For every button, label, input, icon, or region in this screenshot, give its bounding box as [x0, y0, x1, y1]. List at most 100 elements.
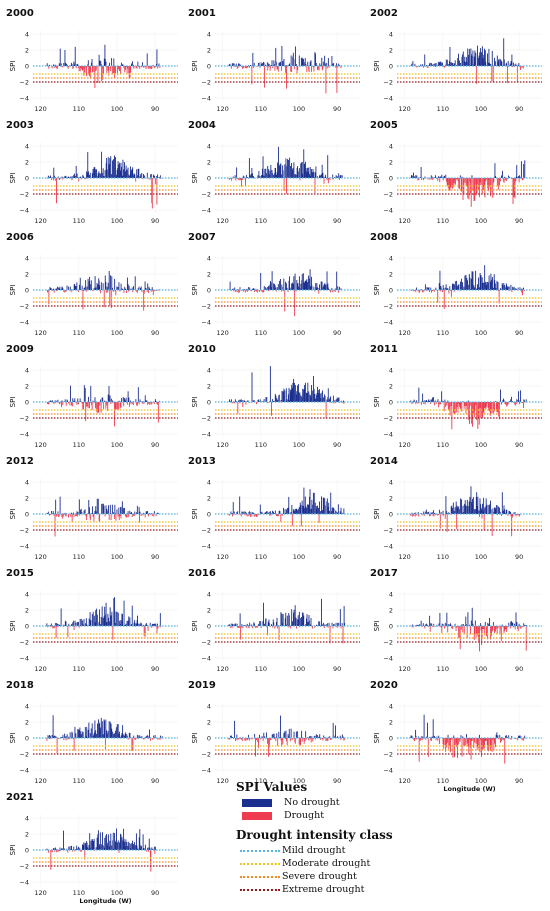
y-tick-label: −4 — [383, 543, 393, 551]
y-tick-label: −2 — [383, 751, 393, 759]
y-tick-label: 2 — [25, 495, 29, 503]
panel-title-2004: 2004 — [188, 120, 216, 131]
x-tick-label: 110 — [437, 665, 449, 673]
y-tick-label: 2 — [25, 383, 29, 391]
x-tick-label: 90 — [515, 105, 523, 113]
x-tick-label: 120 — [398, 777, 410, 785]
x-tick-label: 100 — [475, 105, 487, 113]
x-tick-label: 120 — [216, 553, 228, 561]
y-tick-label: 0 — [207, 511, 211, 519]
y-tick-label: −4 — [383, 207, 393, 215]
panel-title-2017: 2017 — [370, 568, 398, 579]
y-tick-label: 2 — [389, 495, 393, 503]
x-tick-label: 100 — [475, 217, 487, 225]
no-drought-swatch — [242, 798, 272, 807]
y-tick-label: 2 — [389, 159, 393, 167]
x-tick-label: 100 — [111, 777, 123, 785]
y-tick-label: 4 — [207, 31, 211, 39]
y-tick-label: −4 — [19, 767, 29, 775]
panel-title-2011: 2011 — [370, 344, 398, 355]
y-tick-label: 2 — [25, 719, 29, 727]
y-tick-label: −2 — [201, 639, 211, 647]
y-tick-label: 4 — [389, 479, 393, 487]
legend-mild: Mild drought — [236, 844, 406, 857]
x-tick-label: 110 — [255, 777, 267, 785]
x-tick-label: 100 — [111, 553, 123, 561]
x-tick-label: 100 — [475, 665, 487, 673]
x-tick-label: 90 — [333, 441, 341, 449]
y-tick-label: 0 — [25, 63, 29, 71]
y-tick-label: −2 — [19, 303, 29, 311]
y-tick-label: 4 — [207, 479, 211, 487]
x-tick-label: 100 — [475, 777, 487, 785]
legend-no-drought: No drought — [236, 796, 396, 809]
x-tick-label: 90 — [515, 777, 523, 785]
y-tick-label: −2 — [383, 303, 393, 311]
y-axis-label: SPI — [9, 509, 17, 520]
y-tick-label: −4 — [383, 431, 393, 439]
x-tick-label: 100 — [475, 553, 487, 561]
y-tick-label: 4 — [389, 143, 393, 151]
x-axis-label: Longitude (W) — [443, 785, 495, 793]
panel-title-2016: 2016 — [188, 568, 216, 579]
y-tick-label: 0 — [389, 175, 393, 183]
y-axis-label: SPI — [9, 621, 17, 632]
x-tick-label: 110 — [255, 329, 267, 337]
y-tick-label: 4 — [207, 255, 211, 263]
y-tick-label: −4 — [19, 543, 29, 551]
panel-title-2013: 2013 — [188, 456, 216, 467]
y-tick-label: −4 — [19, 319, 29, 327]
y-tick-label: −2 — [201, 527, 211, 535]
y-tick-label: 2 — [25, 607, 29, 615]
x-tick-label: 90 — [333, 105, 341, 113]
panel-title-2007: 2007 — [188, 232, 216, 243]
y-tick-label: 4 — [25, 367, 29, 375]
x-tick-label: 110 — [255, 105, 267, 113]
panel-title-2001: 2001 — [188, 8, 216, 19]
y-axis-label: SPI — [373, 61, 381, 72]
y-tick-label: −2 — [383, 527, 393, 535]
x-tick-label: 120 — [34, 329, 46, 337]
x-tick-label: 90 — [151, 105, 159, 113]
x-tick-label: 100 — [111, 889, 123, 897]
panel-title-2008: 2008 — [370, 232, 398, 243]
y-tick-label: −4 — [383, 95, 393, 103]
x-tick-label: 90 — [333, 329, 341, 337]
extreme-line — [240, 888, 280, 891]
x-tick-label: 120 — [216, 441, 228, 449]
panel-title-2019: 2019 — [188, 680, 216, 691]
x-tick-label: 100 — [111, 441, 123, 449]
y-axis-label: SPI — [191, 733, 199, 744]
y-tick-label: 4 — [207, 367, 211, 375]
y-tick-label: −2 — [19, 751, 29, 759]
panel-title-2010: 2010 — [188, 344, 216, 355]
x-tick-label: 100 — [293, 777, 305, 785]
x-tick-label: 110 — [73, 105, 85, 113]
y-tick-label: −4 — [201, 655, 211, 663]
x-tick-label: 110 — [73, 329, 85, 337]
y-tick-label: 0 — [25, 175, 29, 183]
y-tick-label: 0 — [207, 63, 211, 71]
drought-swatch — [242, 811, 272, 820]
x-tick-label: 90 — [515, 665, 523, 673]
x-tick-label: 110 — [437, 441, 449, 449]
y-axis-label: SPI — [373, 397, 381, 408]
legend-extreme: Extreme drought — [236, 883, 406, 896]
y-tick-label: −2 — [201, 79, 211, 87]
y-tick-label: 2 — [207, 47, 211, 55]
y-tick-label: 2 — [207, 159, 211, 167]
x-tick-label: 110 — [255, 441, 267, 449]
y-tick-label: 0 — [25, 399, 29, 407]
x-tick-label: 110 — [437, 329, 449, 337]
x-tick-label: 100 — [111, 217, 123, 225]
y-tick-label: 0 — [207, 175, 211, 183]
x-tick-label: 100 — [293, 665, 305, 673]
panel-title-2020: 2020 — [370, 680, 398, 691]
y-axis-label: SPI — [191, 621, 199, 632]
y-tick-label: −4 — [19, 207, 29, 215]
x-tick-label: 90 — [515, 329, 523, 337]
x-tick-label: 110 — [255, 217, 267, 225]
y-axis-label: SPI — [191, 173, 199, 184]
y-tick-label: 2 — [389, 719, 393, 727]
